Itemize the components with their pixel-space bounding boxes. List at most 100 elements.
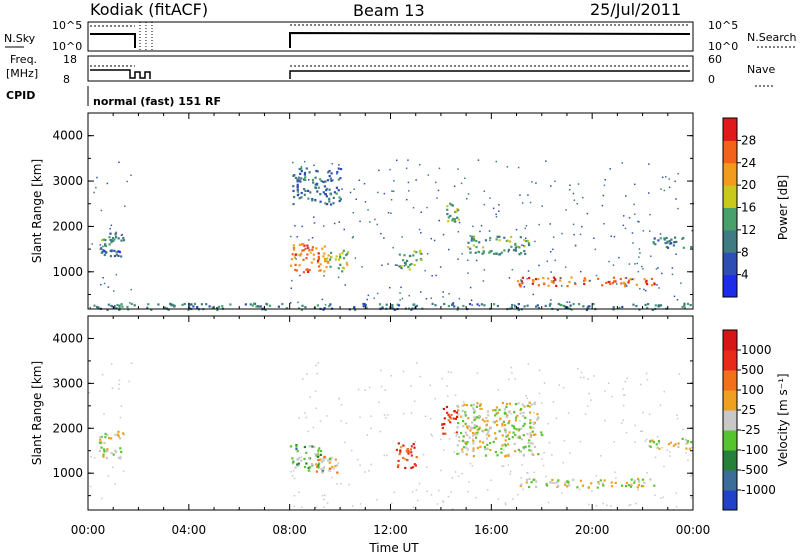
power-colorbar-tick-label: 12 bbox=[741, 223, 756, 237]
velocity-echo-region bbox=[648, 437, 693, 450]
velocity-y-tick-label: 3000 bbox=[52, 376, 83, 390]
power-colorbar-label: Power [dB] bbox=[776, 175, 790, 240]
nsky-tick-bottom: 10^0 bbox=[52, 40, 82, 53]
velocity-echo-region bbox=[519, 477, 656, 489]
nsky-label: N.Sky bbox=[4, 32, 36, 45]
nsky-tick-top: 10^5 bbox=[52, 19, 82, 32]
nave-tick-bottom: 0 bbox=[708, 73, 715, 86]
velocity-colorbar-tick-label: 100 bbox=[741, 383, 764, 397]
power-echo-region bbox=[446, 202, 460, 223]
power-colorbar-swatch bbox=[723, 252, 737, 276]
freq-tick-top: 18 bbox=[63, 53, 77, 66]
power-echo-region bbox=[100, 249, 123, 258]
power-y-tick-label: 2000 bbox=[52, 219, 83, 233]
nsearch-trace bbox=[90, 24, 690, 27]
velocity-colorbar-tick-label: -500 bbox=[741, 463, 768, 477]
x-tick-label: 00:00 bbox=[676, 523, 711, 537]
freq-panel: Freq. [MHz] 18 8 60 0 Nave bbox=[6, 53, 775, 87]
power-panel: 1000 2000 3000 4000 Slant Range [km] bbox=[30, 112, 695, 312]
power-colorbar-tick-label: 8 bbox=[741, 245, 749, 259]
velocity-colorbar: 1000 500 100 25 -25 -100 -500 -1000 Velocity [m … bbox=[722, 329, 790, 511]
velocity-colorbar-tick-label: 1000 bbox=[741, 343, 772, 357]
x-axis: 00:00 04:00 08:00 12:00 16:00 20:00 00:00 bbox=[71, 523, 711, 537]
power-colorbar-tick-label: 16 bbox=[741, 201, 756, 215]
power-y-tick-label: 4000 bbox=[52, 129, 83, 143]
power-colorbar-swatch bbox=[723, 140, 737, 164]
power-echo-region bbox=[652, 236, 693, 249]
velocity-colorbar-tick-label: -100 bbox=[741, 443, 768, 457]
x-tick-label: 08:00 bbox=[272, 523, 307, 537]
power-echo-region bbox=[327, 249, 350, 273]
power-colorbar-swatch bbox=[723, 229, 737, 253]
velocity-echo-region bbox=[315, 455, 339, 474]
x-tick-label: 00:00 bbox=[71, 523, 106, 537]
velocity-echo-region bbox=[98, 430, 126, 460]
power-y-axis-label: Slant Range [km] bbox=[30, 159, 44, 263]
x-tick-label: 20:00 bbox=[575, 523, 610, 537]
power-colorbar-swatch bbox=[723, 274, 737, 298]
velocity-echo-region bbox=[395, 442, 418, 470]
power-y-tick-label: 1000 bbox=[52, 265, 83, 279]
cpid-label: CPID bbox=[6, 89, 35, 102]
x-tick-label: 04:00 bbox=[172, 523, 207, 537]
velocity-echo-region bbox=[456, 401, 544, 458]
velocity-colorbar-swatch bbox=[723, 450, 737, 471]
nsky-trace bbox=[90, 31, 691, 48]
x-tick-label: 12:00 bbox=[373, 523, 408, 537]
power-colorbar-swatch bbox=[723, 118, 737, 141]
velocity-y-tick-label: 4000 bbox=[52, 331, 83, 345]
velocity-colorbar-swatch bbox=[723, 430, 737, 451]
velocity-colorbar-swatch bbox=[723, 350, 737, 371]
velocity-y-tick-label: 2000 bbox=[52, 421, 83, 435]
velocity-colorbar-swatch bbox=[723, 390, 737, 411]
power-echo-region bbox=[516, 276, 656, 288]
power-colorbar-tick-label: 24 bbox=[741, 156, 756, 170]
x-axis-label: Time UT bbox=[368, 541, 419, 554]
nave-tick-top: 60 bbox=[708, 53, 722, 66]
velocity-colorbar-tick-label: -25 bbox=[741, 423, 761, 437]
x-tick-label: 16:00 bbox=[474, 523, 509, 537]
nsearch-tick-top: 10^5 bbox=[708, 19, 738, 32]
nsky-panel: N.Sky 10^5 10^0 10^5 10^0 N.Search bbox=[4, 19, 797, 53]
nsearch-tick-bottom: 10^0 bbox=[708, 40, 738, 53]
power-colorbar-swatch bbox=[723, 185, 737, 208]
date-title: 25/Jul/2011 bbox=[590, 0, 681, 19]
power-colorbar-tick-label: 20 bbox=[741, 178, 756, 192]
power-colorbar: 4 8 12 16 20 24 28 Power [dB] bbox=[722, 117, 790, 298]
power-echo-region bbox=[398, 249, 423, 271]
power-colorbar-swatch bbox=[723, 162, 737, 186]
velocity-colorbar-swatch bbox=[723, 330, 737, 351]
power-echo-region bbox=[292, 167, 343, 206]
freq-label: Freq. bbox=[10, 53, 37, 66]
velocity-y-axis-label: Slant Range [km] bbox=[30, 361, 44, 465]
velocity-panel: 1000 2000 3000 4000 Slant Range [km] bbox=[30, 315, 694, 511]
power-scatter-noise bbox=[89, 159, 695, 309]
power-colorbar-tick-label: 4 bbox=[741, 268, 749, 282]
velocity-colorbar-tick-label: 25 bbox=[741, 403, 756, 417]
freq-trace bbox=[90, 69, 690, 79]
beam-title: Beam 13 bbox=[353, 1, 425, 20]
velocity-colorbar-tick-label: -1000 bbox=[741, 483, 776, 497]
velocity-y-tick-label: 1000 bbox=[52, 466, 83, 480]
power-echo-region bbox=[466, 235, 531, 256]
velocity-colorbar-swatch bbox=[723, 490, 737, 511]
power-echo-region bbox=[290, 243, 330, 274]
freq-tick-bottom: 8 bbox=[63, 73, 70, 86]
velocity-colorbar-swatch bbox=[723, 410, 737, 431]
power-echo-region bbox=[99, 232, 126, 251]
velocity-scatter-noise bbox=[88, 362, 693, 511]
nave-label: Nave bbox=[747, 63, 775, 76]
velocity-colorbar-swatch bbox=[723, 370, 737, 391]
velocity-colorbar-label: Velocity [m s⁻¹] bbox=[776, 373, 790, 466]
velocity-colorbar-tick-label: 500 bbox=[741, 363, 764, 377]
station-title: Kodiak (fitACF) bbox=[90, 0, 208, 19]
velocity-colorbar-swatch bbox=[723, 470, 737, 491]
cpid-value: normal (fast) 151 RF bbox=[93, 95, 221, 108]
power-colorbar-tick-label: 28 bbox=[741, 133, 756, 147]
freq-unit-label: [MHz] bbox=[6, 67, 38, 80]
nsearch-label: N.Search bbox=[747, 31, 797, 44]
power-y-tick-label: 3000 bbox=[52, 174, 83, 188]
power-colorbar-swatch bbox=[723, 207, 737, 231]
velocity-echo-region bbox=[441, 405, 459, 435]
